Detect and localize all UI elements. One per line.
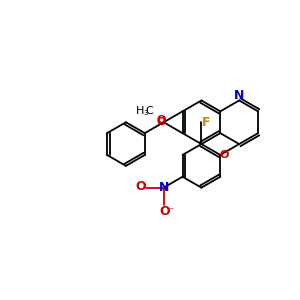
Text: O: O <box>135 180 146 193</box>
Text: O: O <box>159 205 170 218</box>
Text: N: N <box>158 181 169 194</box>
Text: C: C <box>146 106 154 116</box>
Text: O: O <box>220 150 229 160</box>
Text: 3: 3 <box>143 110 148 116</box>
Text: F: F <box>202 116 211 129</box>
Text: O: O <box>156 115 165 125</box>
Text: N: N <box>234 89 244 102</box>
Text: ⁻: ⁻ <box>168 206 173 216</box>
Text: H: H <box>136 106 144 116</box>
Text: O: O <box>156 117 165 127</box>
